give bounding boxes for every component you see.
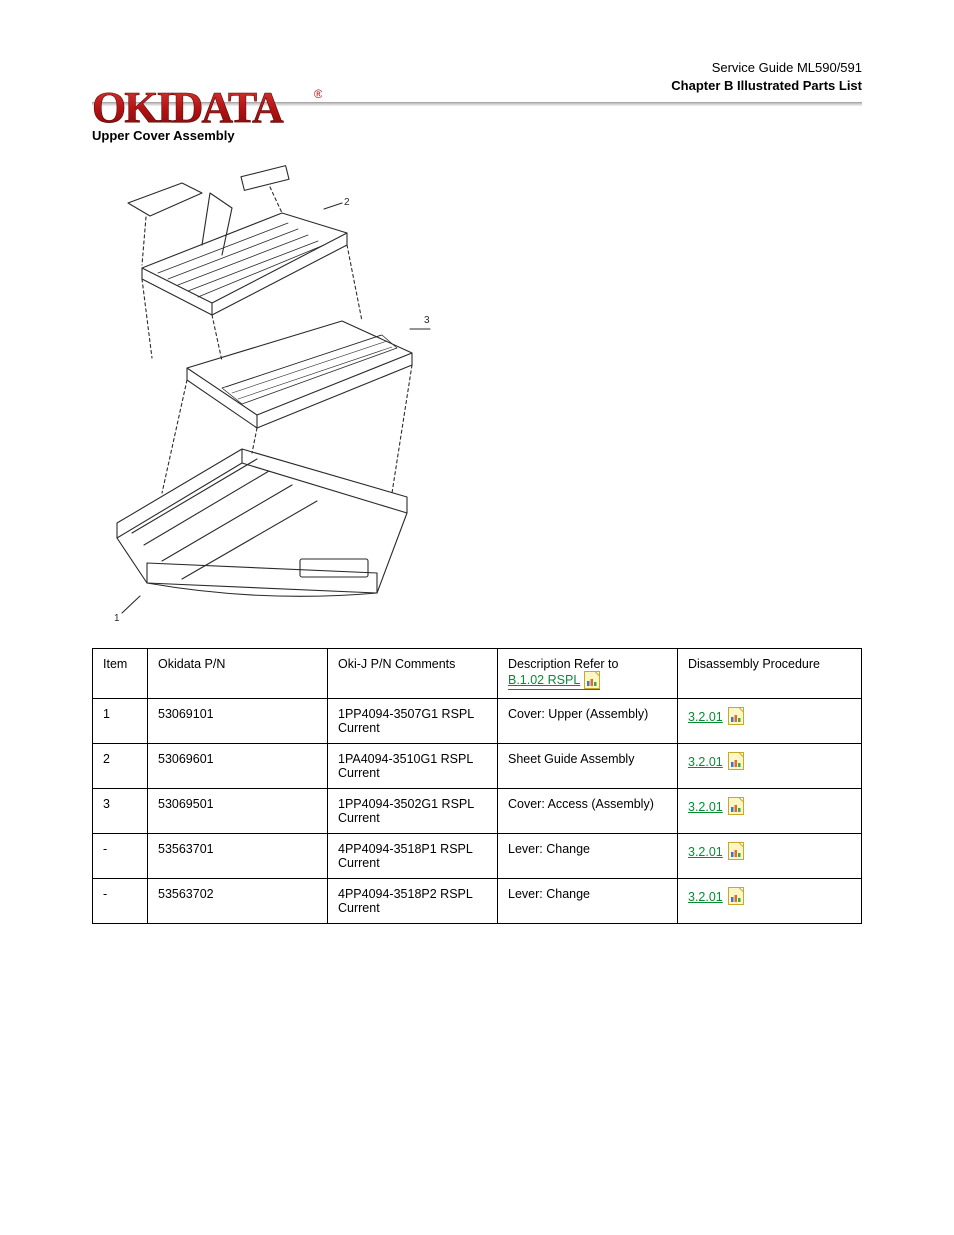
doc-title: Service Guide ML590/591 bbox=[92, 59, 862, 77]
cell-comments: 4PP4094-3518P2 RSPL Current bbox=[328, 879, 498, 924]
okidata-logo-svg: OKIDATA ® bbox=[92, 82, 322, 134]
table-row: 2 53069601 1PA4094-3510G1 RSPL Current S… bbox=[93, 744, 862, 789]
diagram-svg: 1 bbox=[92, 153, 432, 623]
col-dis-header: Disassembly Procedure bbox=[678, 649, 862, 699]
cell-rsplref: Lever: Change bbox=[498, 834, 678, 879]
table-row: 1 53069101 1PP4094-3507G1 RSPL Current C… bbox=[93, 699, 862, 744]
cell-rsplref: Sheet Guide Assembly bbox=[498, 744, 678, 789]
page-header: OKIDATA ® Service Guide ML590/591 Chapte… bbox=[92, 82, 862, 106]
cell-rsplref: Lever: Change bbox=[498, 879, 678, 924]
cell-partno: 53563702 bbox=[148, 879, 328, 924]
page: OKIDATA ® Service Guide ML590/591 Chapte… bbox=[0, 0, 954, 1235]
cell-comments: 1PP4094-3502G1 RSPL Current bbox=[328, 789, 498, 834]
cell-item: 1 bbox=[93, 699, 148, 744]
cell-item: - bbox=[93, 879, 148, 924]
disassembly-link[interactable]: 3.2.01 bbox=[688, 755, 723, 769]
table-row: - 53563701 4PP4094-3518P1 RSPL Current L… bbox=[93, 834, 862, 879]
col-partno-header: Okidata P/N bbox=[148, 649, 328, 699]
cell-dis: 3.2.01 bbox=[678, 789, 862, 834]
rspl-link[interactable]: B.1.02 RSPL bbox=[508, 673, 580, 687]
cell-dis: 3.2.01 bbox=[678, 699, 862, 744]
svg-text:3: 3 bbox=[424, 315, 430, 326]
cell-comments: 1PP4094-3507G1 RSPL Current bbox=[328, 699, 498, 744]
parts-tbody: 1 53069101 1PP4094-3507G1 RSPL Current C… bbox=[93, 699, 862, 924]
cell-rsplref: Cover: Access (Assembly) bbox=[498, 789, 678, 834]
cell-comments: 4PP4094-3518P1 RSPL Current bbox=[328, 834, 498, 879]
cell-partno: 53069101 bbox=[148, 699, 328, 744]
diagram-sheet-guide: 2 bbox=[128, 166, 362, 361]
logo-registered: ® bbox=[314, 87, 322, 101]
svg-text:2: 2 bbox=[344, 197, 350, 208]
exploded-diagram: 1 bbox=[92, 153, 862, 628]
cell-dis: 3.2.01 bbox=[678, 744, 862, 789]
col-comments-header: Oki-J P/N Comments bbox=[328, 649, 498, 699]
chart-doc-icon bbox=[728, 707, 744, 725]
cell-dis: 3.2.01 bbox=[678, 879, 862, 924]
diagram-access-cover: 3 bbox=[162, 315, 430, 493]
col-rsplref-header: Description Refer to B.1.02 RSPL bbox=[498, 649, 678, 699]
logo-text: OKIDATA bbox=[92, 83, 284, 132]
cell-partno: 53069501 bbox=[148, 789, 328, 834]
diagram-upper-cover: 1 bbox=[114, 449, 407, 623]
chart-doc-icon bbox=[728, 797, 744, 815]
chart-doc-icon bbox=[728, 887, 744, 905]
table-row: 3 53069501 1PP4094-3502G1 RSPL Current C… bbox=[93, 789, 862, 834]
disassembly-link[interactable]: 3.2.01 bbox=[688, 710, 723, 724]
disassembly-link[interactable]: 3.2.01 bbox=[688, 845, 723, 859]
disassembly-link[interactable]: 3.2.01 bbox=[688, 800, 723, 814]
cell-item: 2 bbox=[93, 744, 148, 789]
cell-item: - bbox=[93, 834, 148, 879]
cell-comments: 1PA4094-3510G1 RSPL Current bbox=[328, 744, 498, 789]
chart-doc-icon bbox=[728, 752, 744, 770]
cell-partno: 53563701 bbox=[148, 834, 328, 879]
table-row: - 53563702 4PP4094-3518P2 RSPL Current L… bbox=[93, 879, 862, 924]
cell-dis: 3.2.01 bbox=[678, 834, 862, 879]
chart-doc-icon bbox=[584, 671, 600, 689]
cell-partno: 53069601 bbox=[148, 744, 328, 789]
col-item-header: Item bbox=[93, 649, 148, 699]
col-rsplref-top: Description Refer to bbox=[508, 657, 618, 671]
parts-table: Item Okidata P/N Oki-J P/N Comments Desc… bbox=[92, 648, 862, 924]
section-title: Upper Cover Assembly bbox=[92, 128, 862, 143]
cell-rsplref: Cover: Upper (Assembly) bbox=[498, 699, 678, 744]
cell-item: 3 bbox=[93, 789, 148, 834]
disassembly-link[interactable]: 3.2.01 bbox=[688, 890, 723, 904]
svg-text:1: 1 bbox=[114, 613, 120, 623]
chart-doc-icon bbox=[728, 842, 744, 860]
table-header-row: Item Okidata P/N Oki-J P/N Comments Desc… bbox=[93, 649, 862, 699]
